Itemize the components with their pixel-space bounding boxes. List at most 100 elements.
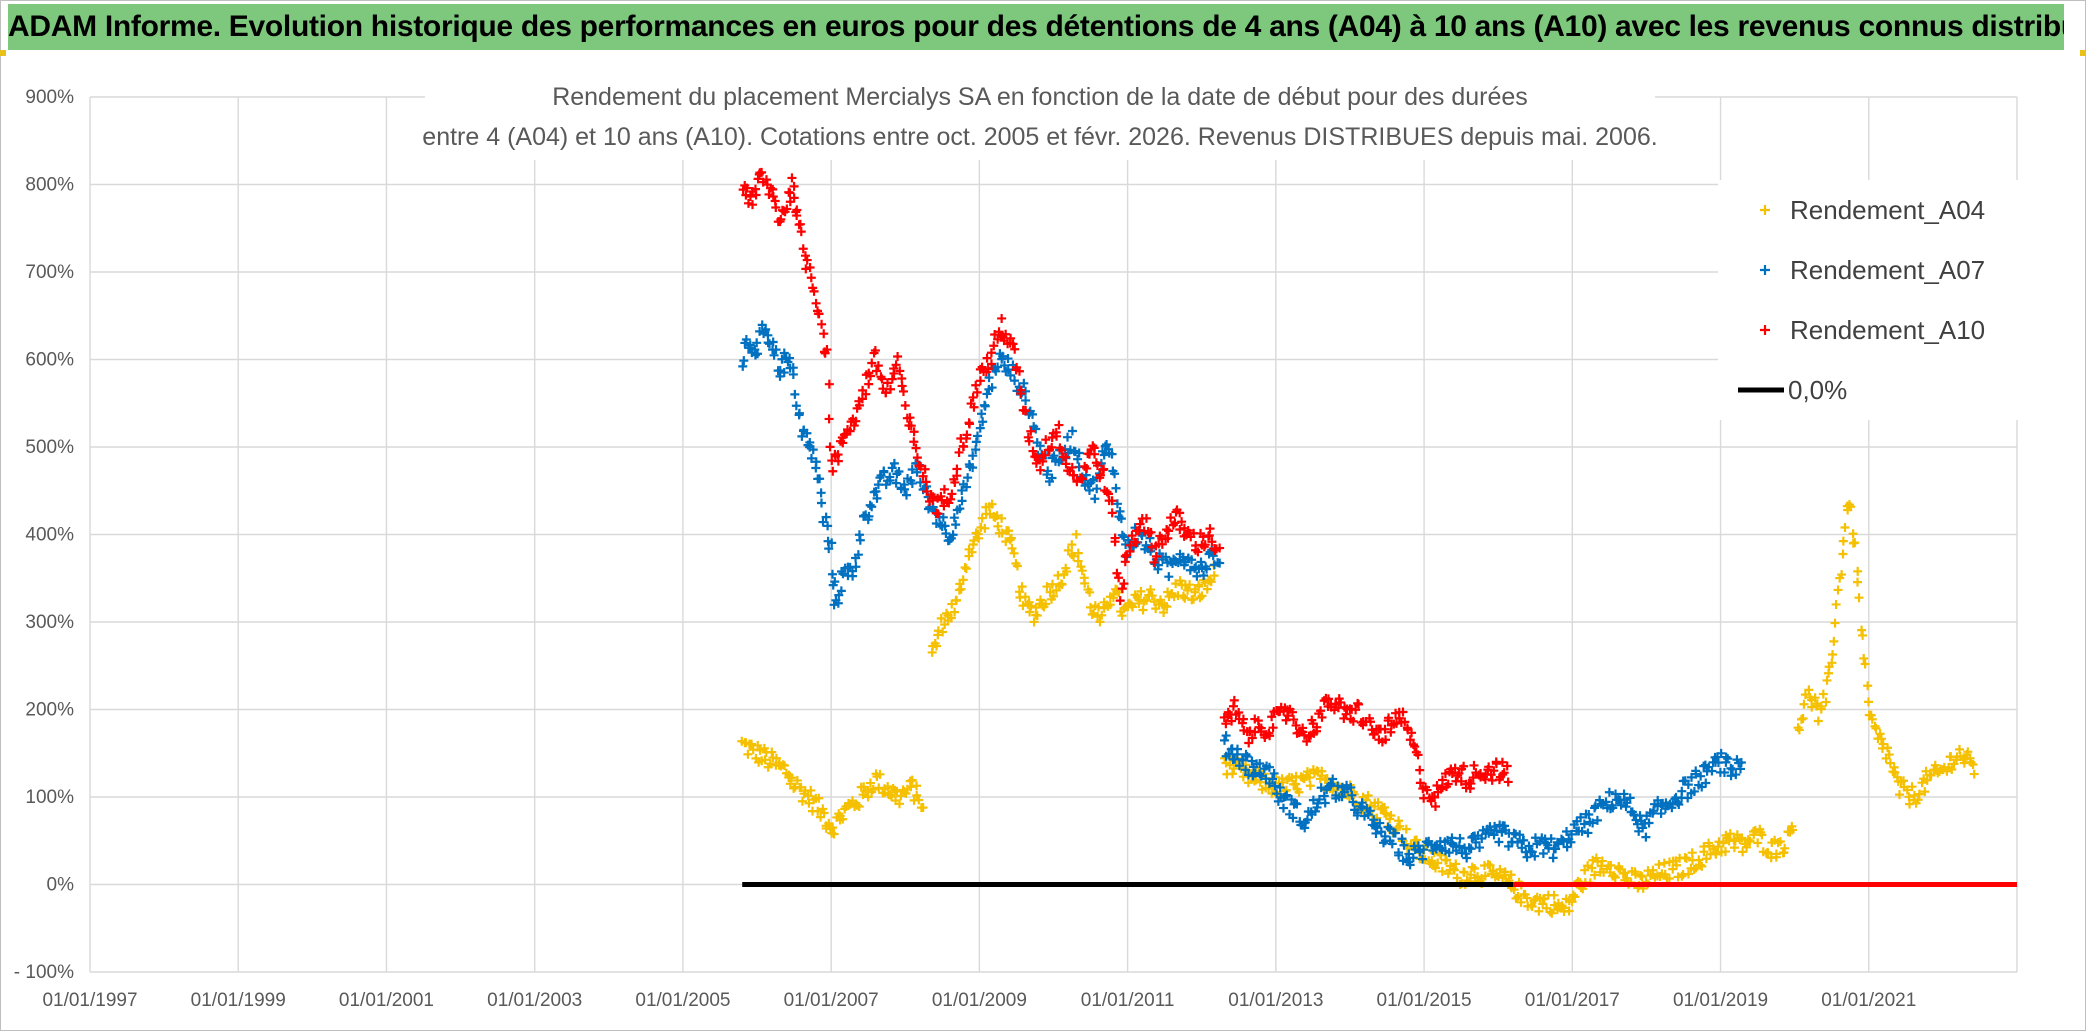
data-point bbox=[1038, 456, 1048, 466]
data-point bbox=[829, 600, 839, 610]
data-point bbox=[1197, 591, 1207, 601]
data-point bbox=[1500, 867, 1510, 877]
data-point bbox=[845, 426, 855, 436]
data-point bbox=[1437, 775, 1447, 785]
data-point bbox=[1480, 871, 1490, 881]
chart-axes: 900% 800% 700% 600% 500% 400% 300% 200% 100% 0% - … bbox=[14, 87, 1917, 1011]
data-point bbox=[1162, 602, 1172, 612]
data-point bbox=[1788, 825, 1798, 835]
data-point bbox=[1316, 706, 1326, 716]
data-point bbox=[753, 174, 763, 184]
data-point bbox=[1732, 830, 1742, 840]
data-point bbox=[1620, 868, 1630, 878]
data-point bbox=[1858, 630, 1868, 640]
data-point bbox=[806, 453, 816, 463]
data-point bbox=[802, 255, 812, 265]
data-point bbox=[1112, 568, 1122, 578]
data-point bbox=[819, 329, 829, 339]
data-point bbox=[1047, 442, 1057, 452]
y-tick-label: 400% bbox=[25, 525, 74, 546]
data-point bbox=[1718, 838, 1728, 848]
data-point bbox=[1701, 778, 1711, 788]
data-point bbox=[1831, 599, 1841, 609]
data-point bbox=[741, 190, 751, 200]
data-point bbox=[1395, 821, 1405, 831]
data-point bbox=[1256, 771, 1266, 781]
data-point bbox=[1354, 699, 1364, 709]
data-point bbox=[1506, 870, 1516, 880]
data-point bbox=[790, 389, 800, 399]
data-point bbox=[855, 535, 865, 545]
data-point bbox=[1616, 800, 1626, 810]
data-point bbox=[1622, 798, 1632, 808]
data-point bbox=[1513, 891, 1523, 901]
data-point bbox=[1228, 769, 1238, 779]
x-tick-label: 01/01/2019 bbox=[1673, 990, 1768, 1011]
data-point bbox=[1609, 871, 1619, 881]
data-point bbox=[818, 517, 828, 527]
y-tick-label: 300% bbox=[25, 612, 74, 633]
data-point bbox=[1347, 790, 1357, 800]
data-point bbox=[1430, 792, 1440, 802]
data-point bbox=[739, 356, 749, 366]
data-point bbox=[962, 430, 972, 440]
data-point bbox=[1907, 782, 1917, 792]
data-point bbox=[865, 371, 875, 381]
data-point bbox=[971, 437, 981, 447]
data-point bbox=[1067, 549, 1077, 559]
data-point bbox=[1206, 577, 1216, 587]
x-tick-label: 01/01/2017 bbox=[1525, 990, 1620, 1011]
data-point bbox=[1164, 526, 1174, 536]
data-point bbox=[1701, 854, 1711, 864]
data-point bbox=[1120, 551, 1130, 561]
data-point bbox=[811, 298, 821, 308]
data-point bbox=[1534, 906, 1544, 916]
data-point bbox=[864, 379, 874, 389]
data-point bbox=[1920, 787, 1930, 797]
data-point bbox=[1422, 785, 1432, 795]
data-point bbox=[1316, 783, 1326, 793]
data-point bbox=[1146, 585, 1156, 595]
data-point bbox=[1930, 760, 1940, 770]
data-point bbox=[819, 808, 829, 818]
data-point bbox=[1397, 834, 1407, 844]
data-point bbox=[1491, 826, 1501, 836]
data-point bbox=[1883, 743, 1893, 753]
data-point bbox=[1242, 752, 1252, 762]
data-point bbox=[1850, 538, 1860, 548]
data-point bbox=[1063, 432, 1073, 442]
data-point bbox=[918, 803, 928, 813]
data-point bbox=[1794, 725, 1804, 735]
data-point bbox=[1302, 815, 1312, 825]
data-point bbox=[1497, 757, 1507, 767]
data-point bbox=[785, 188, 795, 198]
data-point bbox=[1232, 749, 1242, 759]
data-point bbox=[1914, 789, 1924, 799]
x-tick-label: 01/01/1999 bbox=[191, 990, 286, 1011]
data-point bbox=[1205, 524, 1215, 534]
data-point bbox=[765, 759, 775, 769]
data-point bbox=[1494, 837, 1504, 847]
data-point bbox=[838, 438, 848, 448]
data-point bbox=[1590, 801, 1600, 811]
data-point bbox=[894, 799, 904, 809]
data-point bbox=[1475, 843, 1485, 853]
data-point bbox=[1968, 759, 1978, 769]
data-point bbox=[1689, 786, 1699, 796]
data-point bbox=[1021, 406, 1031, 416]
data-point bbox=[1859, 653, 1869, 663]
data-point bbox=[853, 550, 863, 560]
data-point bbox=[906, 421, 916, 431]
data-point bbox=[873, 480, 883, 490]
data-point bbox=[894, 467, 904, 477]
data-point bbox=[1431, 863, 1441, 873]
data-point bbox=[1411, 835, 1421, 845]
data-point bbox=[912, 781, 922, 791]
data-point bbox=[1012, 561, 1022, 571]
data-point bbox=[1606, 860, 1616, 870]
data-point bbox=[797, 796, 807, 806]
data-point bbox=[1415, 778, 1425, 788]
data-point bbox=[969, 402, 979, 412]
x-tick-label: 01/01/2007 bbox=[784, 990, 879, 1011]
data-point bbox=[1107, 496, 1117, 506]
